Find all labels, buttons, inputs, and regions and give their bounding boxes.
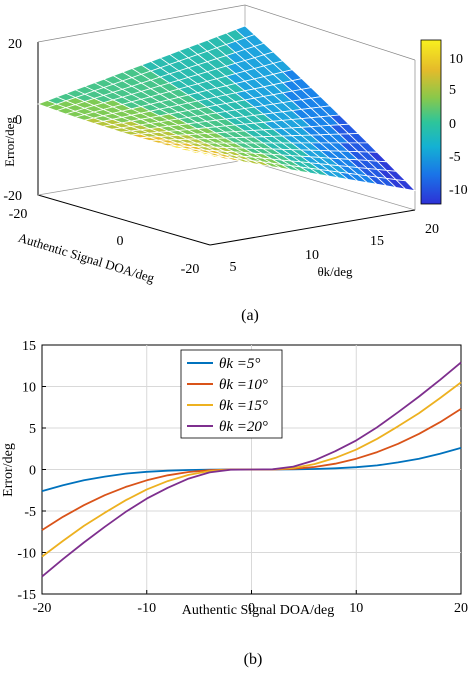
x-axis-label: Authentic Signal DOA/deg [16,230,156,286]
y-tick-label: 15 [370,234,384,249]
series-lines [41,361,462,578]
colorbar-tick-label: 5 [449,83,456,98]
legend-label: θk =10° [219,377,268,393]
legend-label: θk =20° [219,419,268,435]
y-axis-label: Error/deg [1,443,16,497]
caption-b: (b) [244,651,263,668]
z-tick-label: 20 [8,37,22,52]
x-tick-label: -20 [9,207,28,222]
x-tick-label: -20 [33,601,52,616]
colorbar-tick-label: -5 [449,150,461,165]
panel-b-line-plot: -20 -10 0 10 20 15 10 5 0 -5 -10 -15 Authentic Sign… [1,339,468,618]
y-tick-label: 5 [230,260,237,275]
y-tick-label: 0 [29,464,36,479]
y-tick-label: 10 [305,248,319,263]
y-tick-label: -10 [17,547,36,562]
x-axis-label: Authentic Signal DOA/deg [182,603,334,618]
y-tick-label: 10 [22,381,36,396]
y-tick-label: 15 [22,339,36,354]
legend-box [180,349,283,439]
legend-label: θk =15° [219,398,268,414]
y-axis-label: θk/deg [317,264,353,279]
legend-label: θk =5° [219,356,260,372]
y-tick-label: -5 [24,505,36,520]
x-tick-label: -20 [181,262,200,277]
colorbar-tick-label: 0 [449,117,456,132]
panel-a-surface-plot: 20 0 -20 Error/deg -20 0 -20 Authentic S… [2,4,468,286]
colorbar-tick-label: 10 [449,52,463,67]
surface-patch [394,179,417,192]
z-tick-label: -20 [3,189,22,204]
x-tick-label: 0 [117,234,124,249]
z-axis-label: Error/deg [2,117,17,167]
x-tick-label: -10 [137,601,156,616]
colorbar [420,39,442,205]
legend: θk =5° θk =10° θk =15° θk =20° [180,349,283,439]
axis-ticks: -20 -10 0 10 20 15 10 5 0 -5 -10 -15 [17,339,468,616]
y-tick-label: 20 [425,222,439,237]
colorbar-tick-label: -10 [449,183,468,198]
x-tick-label: 20 [454,601,468,616]
z-tick-label: 0 [15,113,22,128]
panel-a-box [37,4,416,246]
series-line-4 [41,361,462,578]
y-tick-label: -15 [17,588,36,603]
error-surface [36,25,417,192]
x-tick-label: 10 [349,601,363,616]
y-tick-label: 5 [29,422,36,437]
x-tick-label: 0 [248,601,255,616]
caption-a: (a) [241,307,259,324]
